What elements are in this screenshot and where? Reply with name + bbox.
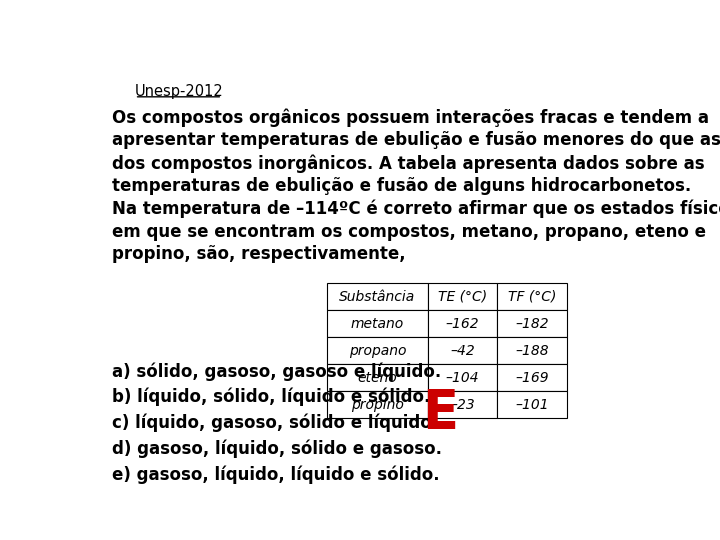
Text: b) líquido, sólido, líquido e sólido.: b) líquido, sólido, líquido e sólido. <box>112 388 431 407</box>
Text: propano: propano <box>348 343 406 357</box>
Text: d) gasoso, líquido, sólido e gasoso.: d) gasoso, líquido, sólido e gasoso. <box>112 440 442 458</box>
Bar <box>498 310 567 337</box>
Text: Substância: Substância <box>339 289 415 303</box>
Text: E: E <box>422 387 458 439</box>
Text: –162: –162 <box>446 316 480 330</box>
Text: propino: propino <box>351 398 404 411</box>
Bar <box>327 310 428 337</box>
Bar <box>498 391 567 418</box>
Bar <box>498 283 567 310</box>
Bar <box>327 364 428 391</box>
Text: –42: –42 <box>450 343 475 357</box>
Text: metano: metano <box>351 316 404 330</box>
Bar <box>428 310 498 337</box>
Text: eteno: eteno <box>358 370 397 384</box>
Bar <box>327 337 428 364</box>
Text: a) sólido, gasoso, gasoso e líquido.: a) sólido, gasoso, gasoso e líquido. <box>112 362 441 381</box>
Text: TE (°C): TE (°C) <box>438 289 487 303</box>
Text: –169: –169 <box>516 370 549 384</box>
Text: –101: –101 <box>516 398 549 411</box>
Text: –104: –104 <box>446 370 480 384</box>
Text: c) líquido, gasoso, sólido e líquido.: c) líquido, gasoso, sólido e líquido. <box>112 414 438 432</box>
Text: TF (°C): TF (°C) <box>508 289 557 303</box>
Text: –23: –23 <box>450 398 475 411</box>
Bar <box>498 364 567 391</box>
Bar <box>428 283 498 310</box>
Bar <box>498 337 567 364</box>
Text: –188: –188 <box>516 343 549 357</box>
Bar <box>327 283 428 310</box>
Text: Os compostos orgânicos possuem interações fracas e tendem a
apresentar temperatu: Os compostos orgânicos possuem interaçõe… <box>112 109 720 263</box>
Bar <box>428 337 498 364</box>
Text: –182: –182 <box>516 316 549 330</box>
Text: e) gasoso, líquido, líquido e sólido.: e) gasoso, líquido, líquido e sólido. <box>112 465 440 484</box>
Bar <box>428 391 498 418</box>
Bar <box>327 391 428 418</box>
Bar <box>428 364 498 391</box>
Text: Unesp-2012: Unesp-2012 <box>135 84 223 98</box>
